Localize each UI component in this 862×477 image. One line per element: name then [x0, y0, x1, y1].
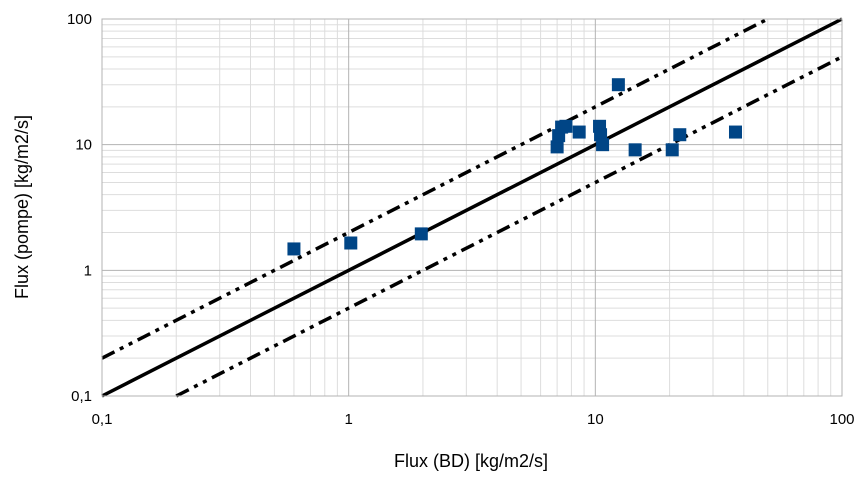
data-point — [287, 242, 301, 256]
data-point — [344, 236, 358, 250]
data-point — [611, 78, 625, 92]
data-point — [559, 119, 573, 133]
y-tick-label: 10 — [75, 137, 92, 154]
plot-area-frame — [101, 18, 843, 397]
y-tick-label: 0,1 — [71, 388, 92, 405]
x-tick-label: 0,1 — [92, 411, 113, 428]
data-point — [550, 140, 564, 154]
data-point — [414, 227, 428, 241]
reference-lines — [101, 17, 843, 398]
x-tick-label: 10 — [587, 411, 604, 428]
factor-line — [175, 55, 843, 398]
data-point — [596, 138, 610, 152]
data-point — [673, 128, 687, 142]
x-axis-title: Flux (BD) [kg/m2/s] — [394, 451, 548, 471]
x-tick-labels: 0,1 1 10 100 — [92, 411, 855, 428]
y-axis-title: Flux (pompe) [kg/m2/s] — [12, 115, 32, 299]
x-tick-label: 1 — [344, 411, 352, 428]
data-points — [287, 78, 742, 256]
identity-line — [101, 17, 843, 398]
data-point — [572, 125, 586, 139]
data-point — [594, 128, 608, 142]
factor-line — [101, 17, 769, 360]
y-tick-labels: 0,1 1 10 100 — [67, 11, 92, 405]
data-point — [728, 125, 742, 139]
x-tick-label: 100 — [829, 411, 854, 428]
y-tick-label: 1 — [84, 262, 92, 279]
minor-gridlines — [102, 19, 842, 396]
data-point — [665, 143, 679, 157]
y-tick-label: 100 — [67, 11, 92, 28]
data-point — [628, 143, 642, 157]
